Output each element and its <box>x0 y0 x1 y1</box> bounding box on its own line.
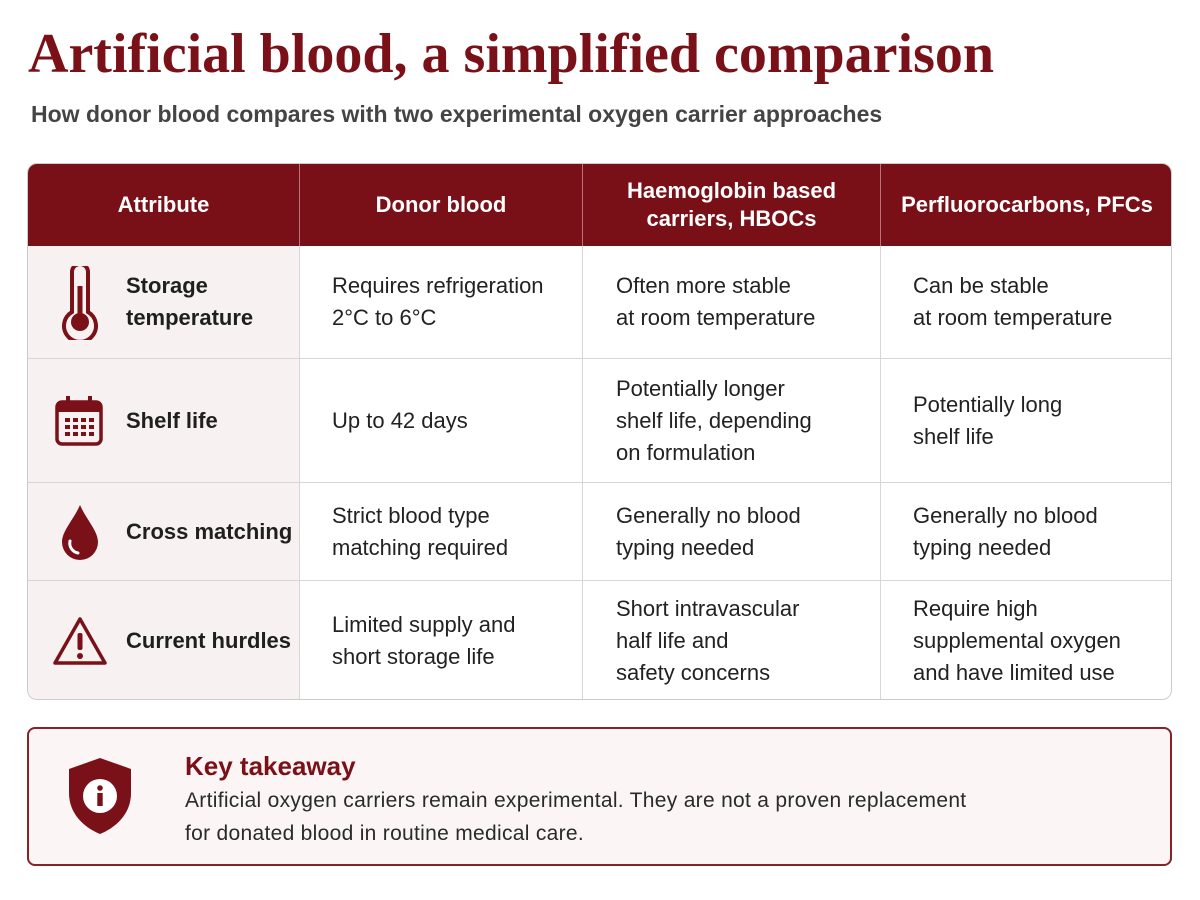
header-text: Perfluorocarbons, PFCs <box>901 192 1153 217</box>
cell-text: 2°C to 6°C <box>332 305 437 330</box>
shield-icon <box>69 758 131 834</box>
cell-text: supplemental oxygen <box>913 628 1121 653</box>
cell-text: short storage life <box>332 644 495 669</box>
cell-text: temperature <box>126 305 254 330</box>
value-cell: Generally no blood typing needed <box>881 483 1171 581</box>
value-cell: Requires refrigeration 2°C to 6°C <box>300 246 583 359</box>
cell-text: Shelf life <box>126 407 218 433</box>
takeaway-title: Key takeaway <box>185 751 356 781</box>
header-text: Attribute <box>117 192 210 217</box>
header-cell: Perfluorocarbons, PFCs <box>881 164 1171 246</box>
cell-text: Generally no blood <box>616 502 801 528</box>
cell-text: Potentially longer <box>616 375 785 401</box>
cell-text: Limited supply and <box>332 612 516 637</box>
cell-text: typing needed <box>616 534 755 560</box>
cell-text: safety concerns <box>616 660 771 685</box>
value-cell: Can be stable at room temperature <box>881 246 1171 359</box>
cell-text: on formulation <box>616 439 756 465</box>
value-cell: Require high supplemental oxygen and have … <box>881 581 1171 699</box>
attribute-cell: Shelf life <box>28 359 300 483</box>
header-text: Haemoglobin based <box>626 178 837 203</box>
takeaway-text: Artificial oxygen carriers remain experi… <box>185 789 967 812</box>
value-cell: Potentially long shelf life <box>881 359 1171 483</box>
cell-text: matching required <box>332 534 509 560</box>
row-icon <box>60 261 100 349</box>
cell-text: Cross matching <box>126 518 293 544</box>
cell-text: Requires refrigeration <box>332 273 544 298</box>
subtitle: How donor blood compares with two experi… <box>31 101 883 127</box>
attribute-cell: Current hurdles <box>28 581 300 699</box>
takeaway-text: for donated blood in routine medical car… <box>185 822 585 845</box>
cell-text: Current hurdles <box>126 628 292 653</box>
cell-text: typing needed <box>913 534 1052 560</box>
icon-graphic <box>53 617 107 665</box>
value-cell: Generally no blood typing needed <box>583 483 881 581</box>
value-cell: Short intravascular half life and safety c… <box>583 581 881 699</box>
icon-graphic <box>62 261 98 344</box>
value-cell: Potentially longer shelf life, depending o… <box>583 359 881 483</box>
cell-text: Up to 42 days <box>332 407 468 433</box>
attribute-cell: Storage temperature <box>28 246 300 359</box>
header-cell: Haemoglobin based carriers, HBOCs <box>583 164 881 246</box>
cell-text: Storage <box>126 273 208 298</box>
takeaway-box: Key takeaway Artificial oxygen carriers … <box>27 727 1172 866</box>
cell-text: Generally no blood <box>913 502 1098 528</box>
header-cell: Donor blood <box>300 164 583 246</box>
cell-text: Strict blood type <box>332 502 490 528</box>
header-text: carriers, HBOCs <box>646 206 817 231</box>
cell-text: half life and <box>616 628 729 653</box>
cell-text: shelf life <box>913 423 994 449</box>
cell-text: shelf life, depending <box>616 407 812 433</box>
cell-text: Often more stable <box>616 273 791 298</box>
title: Artificial blood, a simplified compariso… <box>28 23 994 85</box>
header-cell: Attribute <box>28 164 300 246</box>
cell-text: at room temperature <box>616 305 816 330</box>
row-icon <box>54 395 104 456</box>
icon-graphic <box>62 505 98 560</box>
comparison-table: Attribute Donor blood Haemoglobin based car… <box>27 163 1172 700</box>
icon-graphic <box>55 396 103 446</box>
cell-text: at room temperature <box>913 305 1113 330</box>
cell-text: and have limited use <box>913 660 1115 685</box>
row-icon <box>60 503 100 570</box>
cell-text: Short intravascular <box>616 596 800 621</box>
cell-text: Can be stable <box>913 273 1049 298</box>
row-icon <box>52 615 108 676</box>
value-cell: Limited supply and short storage life <box>300 581 583 699</box>
cell-text: Potentially long <box>913 391 1063 417</box>
value-cell: Strict blood type matching required <box>300 483 583 581</box>
attribute-cell: Cross matching <box>28 483 300 581</box>
value-cell: Up to 42 days <box>300 359 583 483</box>
header-text: Donor blood <box>375 192 507 217</box>
cell-text: Require high <box>913 596 1038 621</box>
value-cell: Often more stable at room temperature <box>583 246 881 359</box>
